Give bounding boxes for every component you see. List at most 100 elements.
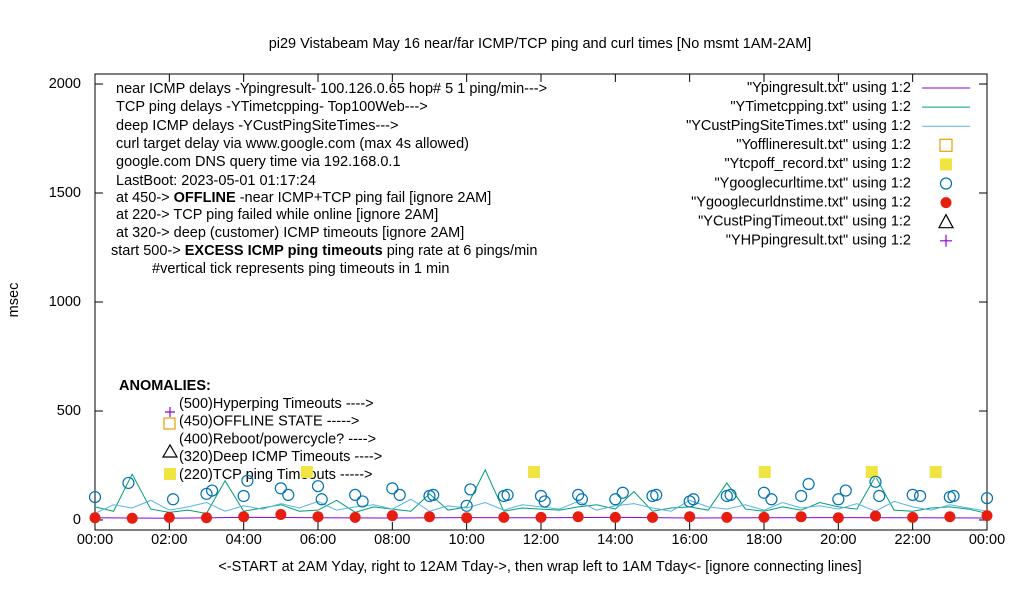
dot-marker <box>126 512 138 524</box>
legend-marker <box>939 177 953 190</box>
y-tick-label: 0 <box>73 512 81 528</box>
dot-marker <box>89 512 101 524</box>
annotation-part: #vertical tick represents ping timeouts … <box>152 261 449 277</box>
dot-marker <box>944 511 956 523</box>
dot-marker <box>647 511 658 523</box>
annotation: TCP ping delays -YTimetcpping- Top100Web… <box>116 99 428 115</box>
circle-marker <box>757 486 771 499</box>
dot-marker <box>386 510 398 522</box>
anomaly-icons <box>161 407 179 480</box>
dot-marker <box>609 511 621 523</box>
circle-marker <box>427 488 440 502</box>
annotation: LastBoot: 2023-05-01 01:17:24 <box>116 173 316 189</box>
annotation-part: at 320-> deep (customer) ICMP timeouts [… <box>116 225 464 241</box>
annotation: curl target delay via www.google.com (ma… <box>116 136 469 152</box>
y-tick-label: 1000 <box>49 294 81 310</box>
circle-marker <box>237 489 250 503</box>
dot-marker <box>498 511 510 523</box>
chart-title: pi29 Vistabeam May 16 near/far ICMP/TCP … <box>269 36 812 52</box>
dot-marker <box>201 512 212 524</box>
annotation: near ICMP delays -Ypingresult- 100.126.0… <box>116 81 547 97</box>
dot-marker <box>312 511 324 523</box>
annotation-part: EXCESS ICMP ping timeouts <box>185 243 383 259</box>
circle-marker <box>832 493 845 506</box>
annotation-part: LastBoot: 2023-05-01 01:17:24 <box>116 173 316 189</box>
anomaly-label: (500)Hyperping Timeouts ----> <box>179 396 374 412</box>
circle-marker <box>460 499 473 512</box>
legend-label: "YTimetcpping.txt" using 1:2 <box>730 99 911 115</box>
anomaly-label: (220)TCP ping Timeouts -----> <box>179 467 373 483</box>
circle-marker <box>873 489 886 503</box>
square-marker <box>300 466 313 479</box>
annotation-part: OFFLINE <box>174 190 236 206</box>
dot-marker <box>684 511 696 523</box>
anomaly-icon <box>165 407 175 417</box>
x-tick-label: 20:00 <box>820 532 856 548</box>
annotation: start 500-> EXCESS ICMP ping timeouts pi… <box>111 243 537 259</box>
annotation: #vertical tick represents ping timeouts … <box>152 261 449 277</box>
legend-label: "YCustPingSiteTimes.txt" using 1:2 <box>686 118 911 134</box>
circle-marker <box>765 493 778 506</box>
legend-marker <box>939 138 953 152</box>
circle-marker <box>166 493 180 506</box>
dot-marker <box>870 510 881 522</box>
circle-marker <box>795 489 808 503</box>
circle-marker <box>575 493 588 506</box>
circle-marker <box>839 484 852 497</box>
annotation: deep ICMP delays -YCustPingSiteTimes---> <box>116 118 398 134</box>
legend-marker <box>937 213 955 229</box>
circle-marker <box>122 476 135 490</box>
x-tick-label: 14:00 <box>597 532 633 548</box>
anomalies-title: ANOMALIES: <box>119 378 211 394</box>
dot-marker <box>349 511 361 523</box>
annotation: at 220-> TCP ping failed while online [i… <box>116 207 438 223</box>
legend-label: "YHPpingresult.txt" using 1:2 <box>726 233 911 249</box>
circle-marker <box>609 493 622 506</box>
dot-marker <box>424 511 435 523</box>
annotation-part: deep ICMP delays -YCustPingSiteTimes---> <box>116 118 398 134</box>
circle-marker <box>650 488 663 502</box>
square-marker <box>865 466 878 479</box>
circle-marker <box>349 488 362 502</box>
legend-label: "YCustPingTimeout.txt" using 1:2 <box>698 214 911 230</box>
dot-marker <box>721 511 733 523</box>
y-tick-label: 1500 <box>49 185 81 201</box>
anomaly-label: (450)OFFLINE STATE -----> <box>179 414 359 430</box>
dot-marker <box>907 511 919 523</box>
y-axis-label: msec <box>6 283 22 318</box>
legend-label: "Ypingresult.txt" using 1:2 <box>747 80 911 96</box>
circle-marker <box>464 483 477 496</box>
x-tick-label: 00:00 <box>77 532 113 548</box>
x-tick-label: 16:00 <box>672 532 708 548</box>
circle-marker <box>393 488 406 502</box>
x-tick-label: 06:00 <box>300 532 336 548</box>
circle-marker <box>282 488 295 502</box>
annotation-part: at 220-> TCP ping failed while online [i… <box>116 207 438 223</box>
circle-marker <box>205 484 219 497</box>
y-tick-label: 2000 <box>49 76 81 92</box>
circle-marker <box>274 482 287 495</box>
dot-marker <box>535 511 547 523</box>
dot-marker <box>795 511 807 523</box>
legend-label: "Ytcpoff_record.txt" using 1:2 <box>724 156 911 172</box>
circle-marker <box>538 495 551 508</box>
circle-marker <box>311 480 325 493</box>
circle-marker <box>386 482 399 495</box>
annotation-part: start 500-> <box>111 243 185 259</box>
x-tick-label: 08:00 <box>374 532 410 548</box>
annotation: at 320-> deep (customer) ICMP timeouts [… <box>116 225 464 241</box>
annotation-part: google.com DNS query time via 192.168.0.… <box>116 154 401 170</box>
legend-marker <box>940 158 952 171</box>
annotation-part: at 450-> <box>116 190 174 206</box>
dot-marker <box>461 512 473 524</box>
circle-marker <box>802 477 815 491</box>
circle-marker <box>906 488 919 502</box>
x-tick-label: 00:00 <box>969 532 1005 548</box>
x-tick-label: 02:00 <box>151 532 187 548</box>
circle-marker <box>315 493 328 506</box>
dot-marker <box>163 511 175 523</box>
circle-marker <box>913 489 927 503</box>
circle-marker <box>616 486 629 499</box>
x-tick-label: 10:00 <box>449 532 485 548</box>
